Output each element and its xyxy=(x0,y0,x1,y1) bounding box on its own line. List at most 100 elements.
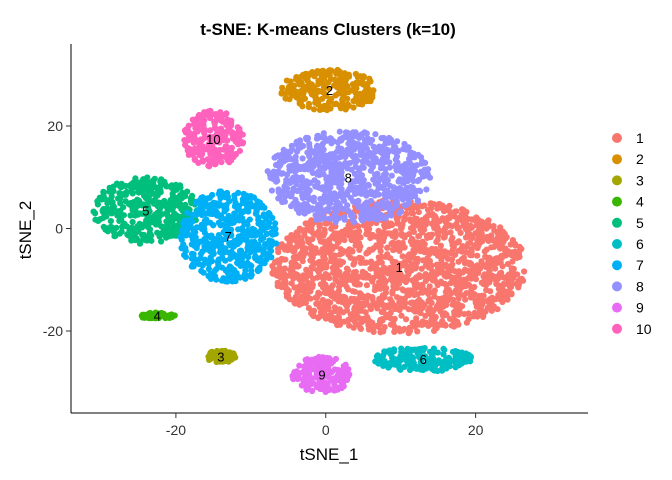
point xyxy=(507,283,514,290)
point xyxy=(232,278,239,285)
point xyxy=(335,287,343,294)
point xyxy=(468,289,475,296)
point xyxy=(355,134,363,141)
point xyxy=(394,294,401,301)
point xyxy=(396,365,403,372)
point xyxy=(313,300,320,307)
legend-label-3: 3 xyxy=(636,172,644,188)
point xyxy=(406,366,414,374)
point xyxy=(459,356,466,363)
point xyxy=(454,215,462,222)
point xyxy=(234,205,241,212)
point xyxy=(398,353,405,360)
point xyxy=(385,200,392,207)
point xyxy=(334,239,342,246)
point xyxy=(222,111,229,118)
point xyxy=(347,273,354,280)
point xyxy=(110,229,117,236)
cluster-8-points xyxy=(264,128,434,226)
point xyxy=(184,188,191,195)
point xyxy=(331,206,339,213)
point xyxy=(318,370,325,377)
point xyxy=(375,227,382,234)
point xyxy=(454,239,461,246)
point xyxy=(463,226,470,233)
point xyxy=(116,190,123,197)
point xyxy=(380,285,388,292)
point xyxy=(235,136,242,143)
point xyxy=(290,254,297,261)
point xyxy=(313,96,320,103)
point xyxy=(341,103,349,110)
point xyxy=(202,245,209,252)
point xyxy=(318,265,325,272)
legend-key-7 xyxy=(612,260,622,271)
point xyxy=(233,237,240,244)
point xyxy=(369,324,377,331)
point xyxy=(386,136,393,143)
point xyxy=(421,249,428,256)
point xyxy=(418,240,426,247)
legend-key-9 xyxy=(612,302,622,313)
point xyxy=(275,152,282,159)
point xyxy=(225,118,232,126)
point xyxy=(429,308,436,315)
point xyxy=(302,245,309,252)
point xyxy=(289,175,296,182)
point xyxy=(308,226,315,233)
point xyxy=(196,111,203,119)
point xyxy=(322,388,329,395)
point xyxy=(138,312,145,319)
point xyxy=(313,371,320,378)
point xyxy=(490,223,497,230)
scatter-points xyxy=(90,66,528,395)
point xyxy=(190,263,197,270)
point xyxy=(320,134,327,141)
point xyxy=(473,214,480,221)
point xyxy=(314,132,322,139)
point xyxy=(230,251,237,258)
point xyxy=(369,152,376,159)
point xyxy=(417,366,424,373)
point xyxy=(473,222,480,229)
point xyxy=(314,381,321,388)
point xyxy=(339,98,346,105)
point xyxy=(374,207,381,214)
point xyxy=(356,290,363,297)
legend-key-5 xyxy=(612,217,622,228)
point xyxy=(320,284,327,291)
point xyxy=(443,221,450,228)
point xyxy=(253,230,260,237)
point xyxy=(467,294,474,301)
point xyxy=(496,236,503,243)
point xyxy=(431,287,438,294)
point xyxy=(219,248,226,255)
point xyxy=(333,215,340,222)
point xyxy=(136,220,143,227)
point xyxy=(404,290,411,297)
point xyxy=(349,143,356,150)
point xyxy=(272,230,279,237)
point xyxy=(307,244,314,251)
point xyxy=(439,280,446,287)
point xyxy=(342,129,350,136)
cluster-label-5: 5 xyxy=(142,204,149,219)
point xyxy=(394,220,401,227)
point xyxy=(433,220,440,227)
point xyxy=(414,178,421,185)
point xyxy=(133,235,140,242)
point xyxy=(380,234,388,241)
point xyxy=(429,365,436,372)
point xyxy=(419,286,426,293)
point xyxy=(369,295,376,302)
point xyxy=(376,175,383,182)
point xyxy=(183,126,190,133)
point xyxy=(382,193,389,200)
point xyxy=(345,73,353,80)
point xyxy=(434,205,441,212)
point xyxy=(255,246,262,253)
point xyxy=(275,186,282,193)
point xyxy=(486,254,493,261)
point xyxy=(430,345,437,352)
point xyxy=(356,90,364,98)
